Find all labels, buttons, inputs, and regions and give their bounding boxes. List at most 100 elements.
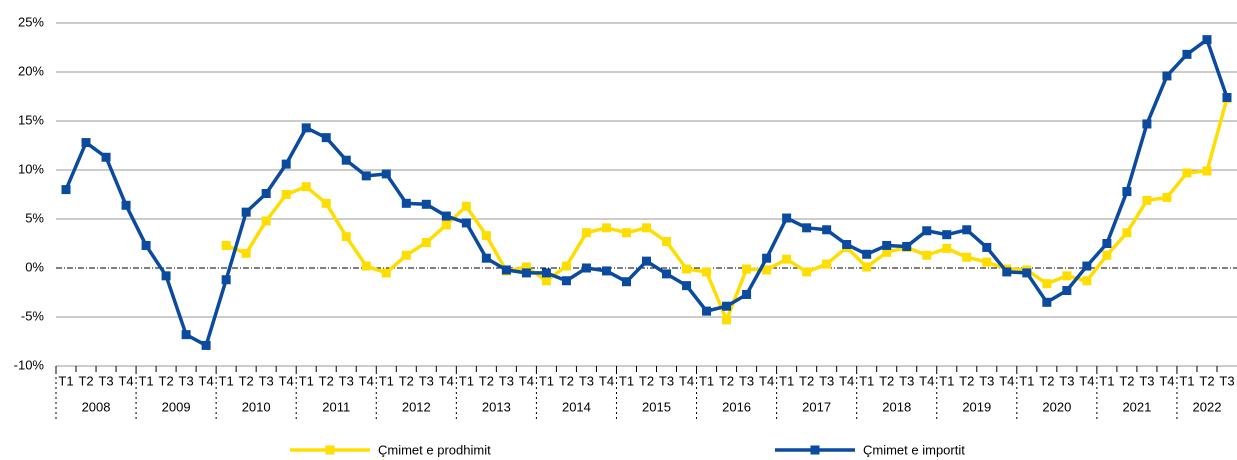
point [702, 267, 712, 277]
x-tick-label: T2 [959, 373, 974, 388]
point [261, 216, 271, 226]
point [762, 265, 772, 275]
x-tick-label: T1 [299, 373, 314, 388]
x-tick-label: T2 [159, 373, 174, 388]
x-tick-label: T1 [859, 373, 874, 388]
x-tick-label: T4 [519, 373, 534, 388]
year-label: 2021 [1122, 399, 1151, 414]
point [802, 223, 812, 233]
point [1162, 71, 1172, 81]
y-tick-label: 5% [25, 210, 44, 225]
point [621, 228, 631, 238]
point [301, 123, 311, 133]
x-tick-label: T3 [819, 373, 834, 388]
x-tick-label: T2 [639, 373, 654, 388]
y-tick-label: 25% [18, 14, 44, 29]
x-tick-label: T3 [98, 373, 113, 388]
y-tick-label: 15% [18, 112, 44, 127]
point [441, 220, 451, 230]
year-label: 2013 [482, 399, 511, 414]
x-tick-label: T3 [1139, 373, 1154, 388]
point [201, 340, 211, 350]
year-label: 2012 [402, 399, 431, 414]
point [662, 269, 672, 279]
point [1102, 239, 1112, 248]
point [1062, 271, 1072, 281]
point [221, 275, 231, 285]
point [1042, 279, 1052, 289]
point [101, 152, 111, 162]
point [181, 330, 191, 340]
x-tick-label: T1 [58, 373, 73, 388]
point [501, 265, 511, 275]
point [1142, 119, 1152, 129]
year-label: 2011 [322, 399, 350, 414]
year-label: 2017 [802, 399, 831, 414]
year-label: 2009 [162, 399, 191, 414]
point [561, 261, 571, 271]
point [882, 240, 892, 250]
series-line [64, 37, 1229, 348]
point [662, 237, 672, 247]
x-tick-label: T1 [1179, 373, 1194, 388]
point [922, 226, 932, 236]
point [842, 239, 852, 249]
x-tick-label: T2 [319, 373, 334, 388]
x-tick-label: T2 [239, 373, 254, 388]
y-tick-label: -10% [14, 357, 45, 372]
x-tick-label: T4 [679, 373, 694, 388]
year-label: 2022 [1193, 399, 1222, 414]
year-label: 2008 [82, 399, 111, 414]
point [361, 261, 371, 271]
point [1122, 228, 1132, 238]
point [421, 199, 431, 209]
x-tick-label: T1 [219, 373, 234, 388]
point [1102, 250, 1112, 260]
x-tick-label: T3 [179, 373, 194, 388]
x-tick-label: T3 [659, 373, 674, 388]
point [1002, 267, 1012, 277]
point [541, 276, 551, 286]
point [401, 250, 411, 260]
point [1042, 297, 1052, 307]
point [561, 276, 571, 286]
x-tick-label: T1 [459, 373, 474, 388]
y-tick-label: 20% [18, 63, 44, 78]
x-tick-label: T1 [138, 373, 153, 388]
point [341, 232, 351, 242]
point [241, 248, 251, 258]
legend-label: Çmimet e importit [863, 442, 965, 457]
x-tick-label: T2 [719, 373, 734, 388]
point [281, 159, 291, 169]
legend-marker [810, 445, 820, 455]
x-tick-label: T1 [779, 373, 794, 388]
x-tick-label: T3 [899, 373, 914, 388]
x-tick-label: T1 [699, 373, 714, 388]
point [221, 240, 231, 250]
point [541, 268, 551, 278]
year-label: 2020 [1042, 399, 1071, 414]
point [481, 231, 491, 241]
x-tick-label: T2 [1119, 373, 1134, 388]
point [1162, 192, 1172, 202]
y-tick-label: 10% [18, 161, 44, 176]
series-line [225, 97, 1229, 322]
point [161, 271, 171, 281]
point [642, 223, 651, 233]
y-tick-label: -5% [21, 308, 45, 323]
x-tick-label: T3 [339, 373, 354, 388]
x-tick-label: T3 [979, 373, 994, 388]
x-tick-label: T2 [479, 373, 494, 388]
point [241, 207, 251, 217]
x-tick-label: T3 [1059, 373, 1074, 388]
x-tick-label: T3 [419, 373, 434, 388]
point [942, 230, 952, 240]
legend-label: Çmimet e prodhimit [378, 442, 491, 457]
x-tick-label: T1 [619, 373, 634, 388]
x-tick-label: T4 [759, 373, 774, 388]
point [361, 171, 371, 181]
year-label: 2015 [642, 399, 671, 414]
point [81, 138, 91, 148]
x-tick-label: T4 [279, 373, 294, 388]
